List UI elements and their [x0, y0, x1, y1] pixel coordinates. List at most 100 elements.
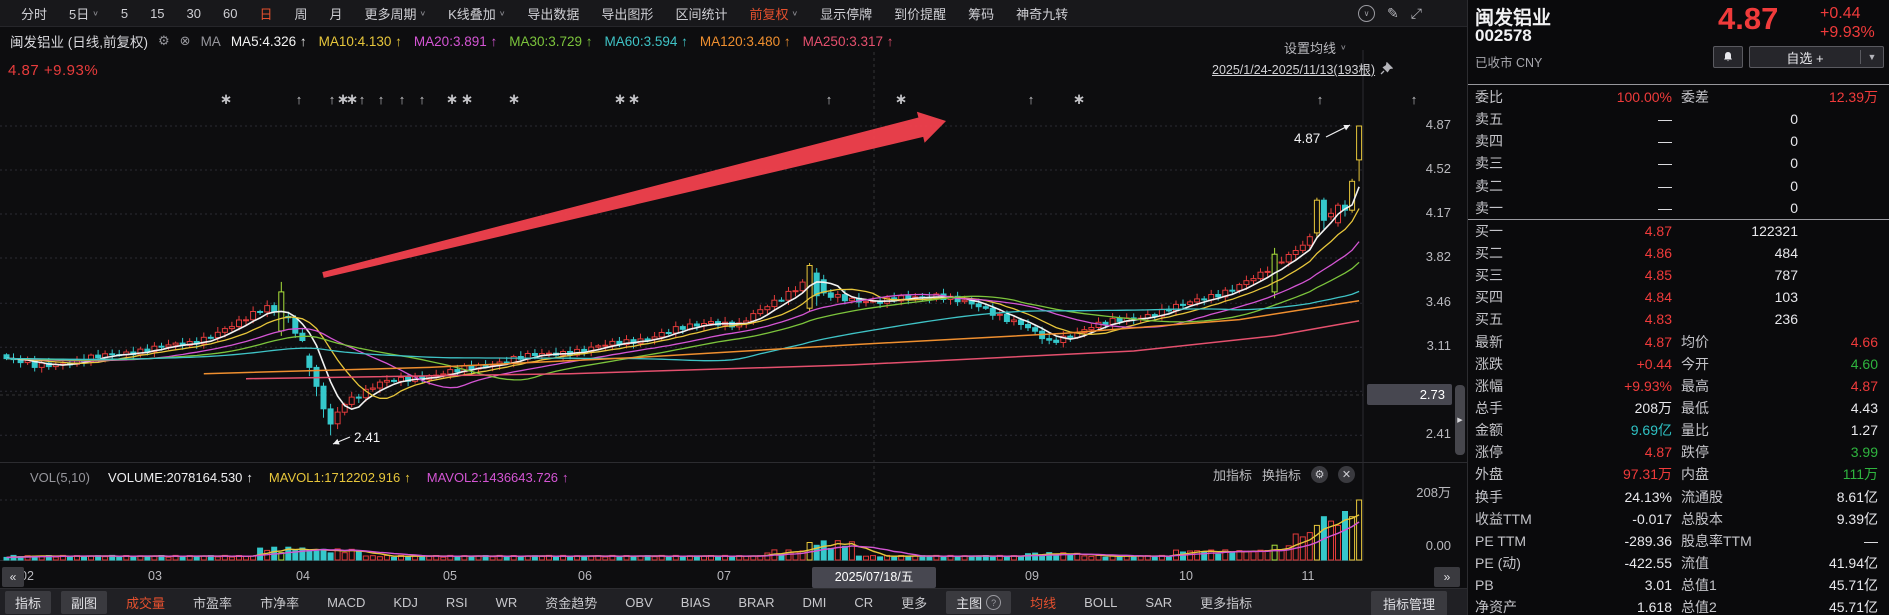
x-axis-label: 07 — [717, 569, 731, 583]
buy-row: 买四4.84103 — [1468, 286, 1889, 308]
svg-text:↑: ↑ — [1028, 92, 1035, 107]
toolbar-item-60[interactable]: 60 — [212, 6, 248, 21]
toolbar-item-K线叠加[interactable]: K线叠加∨ — [437, 4, 516, 23]
tab-副图[interactable]: 副图 — [61, 591, 107, 614]
add-watchlist-button[interactable]: 自选 + ▼ — [1749, 46, 1884, 68]
tab-BOLL[interactable]: BOLL — [1070, 595, 1131, 610]
chevron-down-icon: ∨ — [499, 9, 506, 18]
fullscreen-icon[interactable]: ⤢ — [1411, 5, 1422, 22]
svg-text:∗: ∗ — [337, 91, 350, 108]
price-axis-label: 3.46 — [1385, 294, 1451, 309]
stat-row: 净资产1.618总值245.71亿 — [1468, 596, 1889, 615]
x-axis-label: 09 — [1025, 569, 1039, 583]
tab-main-chart[interactable]: 主图? — [946, 591, 1011, 614]
ma-legend-row: 闽发铝业 (日线,前复权) ⚙ ⊗ MA MA5:4.326 ↑MA10:4.1… — [10, 31, 893, 51]
tab-BIAS[interactable]: BIAS — [667, 595, 725, 610]
alert-bell-button[interactable] — [1713, 46, 1743, 68]
scroll-left-button[interactable]: « — [2, 567, 24, 587]
date-range[interactable]: 2025/1/24-2025/11/13(193根) — [1212, 59, 1393, 78]
chevron-down-icon: ∨ — [92, 9, 99, 18]
tab-RSI[interactable]: RSI — [432, 595, 482, 610]
tab-更多指标[interactable]: 更多指标 — [1186, 593, 1266, 612]
mavol2-value: MAVOL2:1436643.726 — [427, 470, 558, 485]
tab-DMI[interactable]: DMI — [789, 595, 841, 610]
ma-value-MA10: MA10:4.130 ↑ — [319, 34, 402, 49]
toolbar-item-前复权[interactable]: 前复权∨ — [738, 4, 809, 23]
price-axis-label: 4.52 — [1385, 161, 1451, 176]
vol-gear-icon[interactable]: ⚙ — [1311, 466, 1328, 483]
ma-settings-button[interactable]: 设置均线 ∨ — [1284, 38, 1347, 57]
svg-text:↑: ↑ — [419, 92, 426, 107]
volume-axis-label: 0.00 — [1385, 538, 1451, 553]
toolbar-item-到价提醒[interactable]: 到价提醒 — [883, 4, 957, 23]
tab-WR[interactable]: WR — [482, 595, 532, 610]
gear-icon[interactable]: ⚙ — [158, 33, 170, 49]
price-axis-label: 4.17 — [1385, 205, 1451, 220]
pen-icon[interactable]: ✎ — [1387, 5, 1399, 22]
toolbar-item-显示停牌[interactable]: 显示停牌 — [809, 4, 883, 23]
price-axis-label: 3.82 — [1385, 249, 1451, 264]
tab-更多[interactable]: 更多 — [887, 593, 941, 612]
svg-text:∗: ∗ — [628, 91, 641, 108]
tab-KDJ[interactable]: KDJ — [379, 595, 432, 610]
ma-settings-label: 设置均线 — [1284, 38, 1336, 57]
add-indicator-button[interactable]: 加指标 — [1213, 465, 1252, 484]
svg-text:∗: ∗ — [508, 91, 521, 108]
toolbar-item-月[interactable]: 月 — [319, 4, 354, 23]
toolbar-item-导出图形[interactable]: 导出图形 — [590, 4, 664, 23]
sell-row: 卖五—0 — [1468, 108, 1889, 130]
ma-value-MA30: MA30:3.729 ↑ — [509, 34, 592, 49]
help-icon[interactable]: ? — [986, 595, 1001, 610]
ma-value-MA20: MA20:3.891 ↑ — [414, 34, 497, 49]
toolbar-item-5[interactable]: 5 — [110, 6, 139, 21]
chart-title: 闽发铝业 (日线,前复权) — [10, 31, 148, 51]
ma-value-MA5: MA5:4.326 ↑ — [231, 34, 307, 49]
stat-row: 金额9.69亿量比1.27 — [1468, 419, 1889, 441]
vol-close-icon[interactable]: ✕ — [1338, 466, 1355, 483]
volume-value: VOLUME:2078164.530 — [108, 470, 242, 485]
toolbar-item-神奇九转[interactable]: 神奇九转 — [1005, 4, 1079, 23]
main-chart: ∗↑↑∗∗↑↑↑↑∗∗∗∗∗↑∗↑∗↑↑2.414.87 — [0, 0, 1467, 615]
stat-row: PE (动)-422.55流值41.94亿 — [1468, 552, 1889, 574]
tab-MACD[interactable]: MACD — [313, 595, 379, 610]
tab-SAR[interactable]: SAR — [1131, 595, 1186, 610]
x-axis-label: 03 — [148, 569, 162, 583]
svg-text:∗: ∗ — [614, 91, 627, 108]
stat-row: 换手24.13%流通股8.61亿 — [1468, 486, 1889, 508]
tab-指标[interactable]: 指标 — [5, 591, 51, 614]
tab-BRAR[interactable]: BRAR — [724, 595, 788, 610]
toolbar-item-30[interactable]: 30 — [176, 6, 212, 21]
toolbar-item-区间统计[interactable]: 区间统计 — [664, 4, 738, 23]
change-percent: +9.93% — [1820, 23, 1875, 42]
tab-资金趋势[interactable]: 资金趋势 — [531, 593, 611, 612]
panel-collapse-handle[interactable]: ▶ — [1455, 385, 1465, 455]
tab-OBV[interactable]: OBV — [611, 595, 666, 610]
close-circle-icon[interactable]: ⊗ — [180, 33, 191, 49]
tab-成交量[interactable]: 成交量 — [112, 593, 179, 612]
toolbar-item-更多周期[interactable]: 更多周期∨ — [354, 4, 438, 23]
last-price: 4.87 — [1718, 1, 1778, 37]
collapse-circle-icon[interactable]: ∨ — [1358, 5, 1375, 22]
tab-市盈率[interactable]: 市盈率 — [179, 593, 246, 612]
price-change: +0.44 +9.93% — [1820, 4, 1875, 42]
toolbar-item-日[interactable]: 日 — [248, 4, 283, 23]
toolbar-item-筹码[interactable]: 筹码 — [957, 4, 1005, 23]
stock-chart-app: ∗↑↑∗∗↑↑↑↑∗∗∗∗∗↑∗↑∗↑↑2.414.87 分时5日∨515306… — [0, 0, 1889, 615]
sell-row: 卖三—0 — [1468, 152, 1889, 174]
toolbar-item-导出数据[interactable]: 导出数据 — [516, 4, 590, 23]
toolbar-item-15[interactable]: 15 — [139, 6, 175, 21]
price-axis-label: 3.11 — [1385, 338, 1451, 353]
bell-icon — [1722, 51, 1734, 63]
toolbar-item-5日[interactable]: 5日∨ — [58, 4, 110, 23]
toolbar-item-周[interactable]: 周 — [284, 4, 319, 23]
price-axis-label: 4.87 — [1385, 117, 1451, 132]
tab-市净率[interactable]: 市净率 — [246, 593, 313, 612]
change-value: +0.44 — [1820, 4, 1875, 23]
toolbar-item-分时[interactable]: 分时 — [10, 4, 58, 23]
market-status: 已收市 CNY — [1475, 52, 1542, 71]
scroll-right-button[interactable]: » — [1434, 567, 1460, 587]
indicator-manage-button[interactable]: 指标管理 — [1371, 591, 1447, 615]
switch-indicator-button[interactable]: 换指标 — [1262, 465, 1301, 484]
tab-CR[interactable]: CR — [840, 595, 887, 610]
tab-均线[interactable]: 均线 — [1016, 593, 1070, 612]
